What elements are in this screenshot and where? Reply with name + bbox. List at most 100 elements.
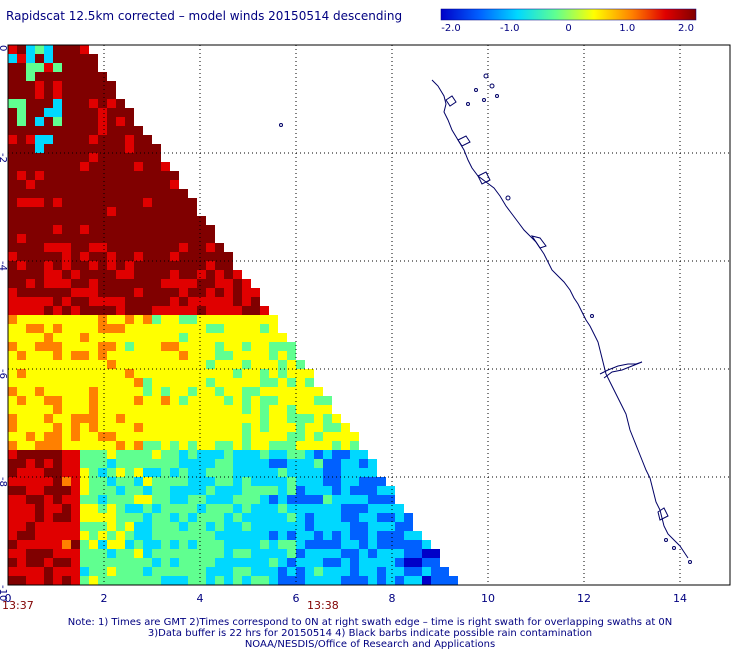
swath-cell: [296, 405, 305, 414]
swath-cell: [35, 378, 44, 387]
swath-cell: [35, 180, 44, 189]
swath-cell: [143, 369, 152, 378]
swath-cell: [89, 279, 98, 288]
swath-cell: [35, 315, 44, 324]
swath-cell: [44, 576, 53, 585]
swath-cell: [368, 468, 377, 477]
swath-cell: [80, 576, 89, 585]
swath-cell: [98, 441, 107, 450]
swath-cell: [206, 414, 215, 423]
swath-cell: [296, 576, 305, 585]
swath-cell: [17, 387, 26, 396]
x-tick-label: 0: [5, 592, 12, 605]
swath-cell: [26, 243, 35, 252]
swath-cell: [62, 234, 71, 243]
swath-cell: [89, 504, 98, 513]
swath-cell: [305, 369, 314, 378]
swath-cell: [278, 567, 287, 576]
swath-cell: [62, 324, 71, 333]
swath-cell: [17, 63, 26, 72]
swath-cell: [143, 135, 152, 144]
swath-cell: [278, 423, 287, 432]
swath-cell: [143, 432, 152, 441]
swath-cell: [71, 252, 80, 261]
swath-cell: [26, 396, 35, 405]
swath-cell: [53, 90, 62, 99]
swath-cell: [251, 459, 260, 468]
swath-cell: [107, 333, 116, 342]
swath-cell: [386, 504, 395, 513]
swath-cell: [134, 135, 143, 144]
swath-cell: [98, 423, 107, 432]
swath-cell: [125, 135, 134, 144]
swath-cell: [62, 243, 71, 252]
swath-cell: [377, 558, 386, 567]
swath-cell: [125, 351, 134, 360]
swath-cell: [179, 468, 188, 477]
swath-cell: [197, 486, 206, 495]
swath-cell: [296, 378, 305, 387]
swath-cell: [44, 504, 53, 513]
swath-cell: [71, 243, 80, 252]
swath-cell: [35, 486, 44, 495]
swath-cell: [206, 468, 215, 477]
swath-cell: [53, 288, 62, 297]
swath-cell: [26, 576, 35, 585]
swath-cell: [62, 459, 71, 468]
swath-cell: [26, 135, 35, 144]
swath-cell: [251, 414, 260, 423]
swath-cell: [125, 234, 134, 243]
swath-cell: [413, 540, 422, 549]
swath-cell: [188, 216, 197, 225]
swath-cell: [224, 432, 233, 441]
swath-cell: [251, 468, 260, 477]
swath-cell: [71, 225, 80, 234]
swath-cell: [125, 468, 134, 477]
swath-cell: [206, 252, 215, 261]
swath-cell: [161, 414, 170, 423]
swath-cell: [125, 261, 134, 270]
swath-cell: [134, 252, 143, 261]
swath-cell: [26, 225, 35, 234]
swath-cell: [161, 243, 170, 252]
swath-cell: [260, 441, 269, 450]
swath-cell: [170, 243, 179, 252]
swath-cell: [197, 396, 206, 405]
swath-cell: [8, 396, 17, 405]
swath-cell: [179, 261, 188, 270]
swath-cell: [125, 288, 134, 297]
swath-cell: [323, 504, 332, 513]
swath-cell: [26, 405, 35, 414]
swath-cell: [332, 558, 341, 567]
swath-cell: [89, 207, 98, 216]
swath-cell: [251, 360, 260, 369]
swath-cell: [143, 441, 152, 450]
swath-cell: [161, 486, 170, 495]
swath-cell: [152, 243, 161, 252]
swath-cell: [179, 252, 188, 261]
swath-cell: [224, 567, 233, 576]
swath-cell: [224, 387, 233, 396]
swath-cell: [8, 405, 17, 414]
swath-cell: [26, 495, 35, 504]
swath-cell: [116, 414, 125, 423]
swath-cell: [332, 567, 341, 576]
swath-cell: [98, 459, 107, 468]
swath-cell: [80, 396, 89, 405]
swath-cell: [359, 495, 368, 504]
swath-cell: [116, 522, 125, 531]
swath-cell: [179, 450, 188, 459]
swath-cell: [62, 531, 71, 540]
swath-cell: [278, 540, 287, 549]
swath-cell: [35, 531, 44, 540]
swath-cell: [44, 99, 53, 108]
swath-cell: [134, 486, 143, 495]
swath-cell: [179, 216, 188, 225]
swath-cell: [98, 72, 107, 81]
swath-cell: [26, 189, 35, 198]
swath-cell: [53, 144, 62, 153]
swath-cell: [62, 216, 71, 225]
coastline-inlet-3: [477, 171, 491, 185]
swath-cell: [44, 450, 53, 459]
swath-cell: [89, 216, 98, 225]
